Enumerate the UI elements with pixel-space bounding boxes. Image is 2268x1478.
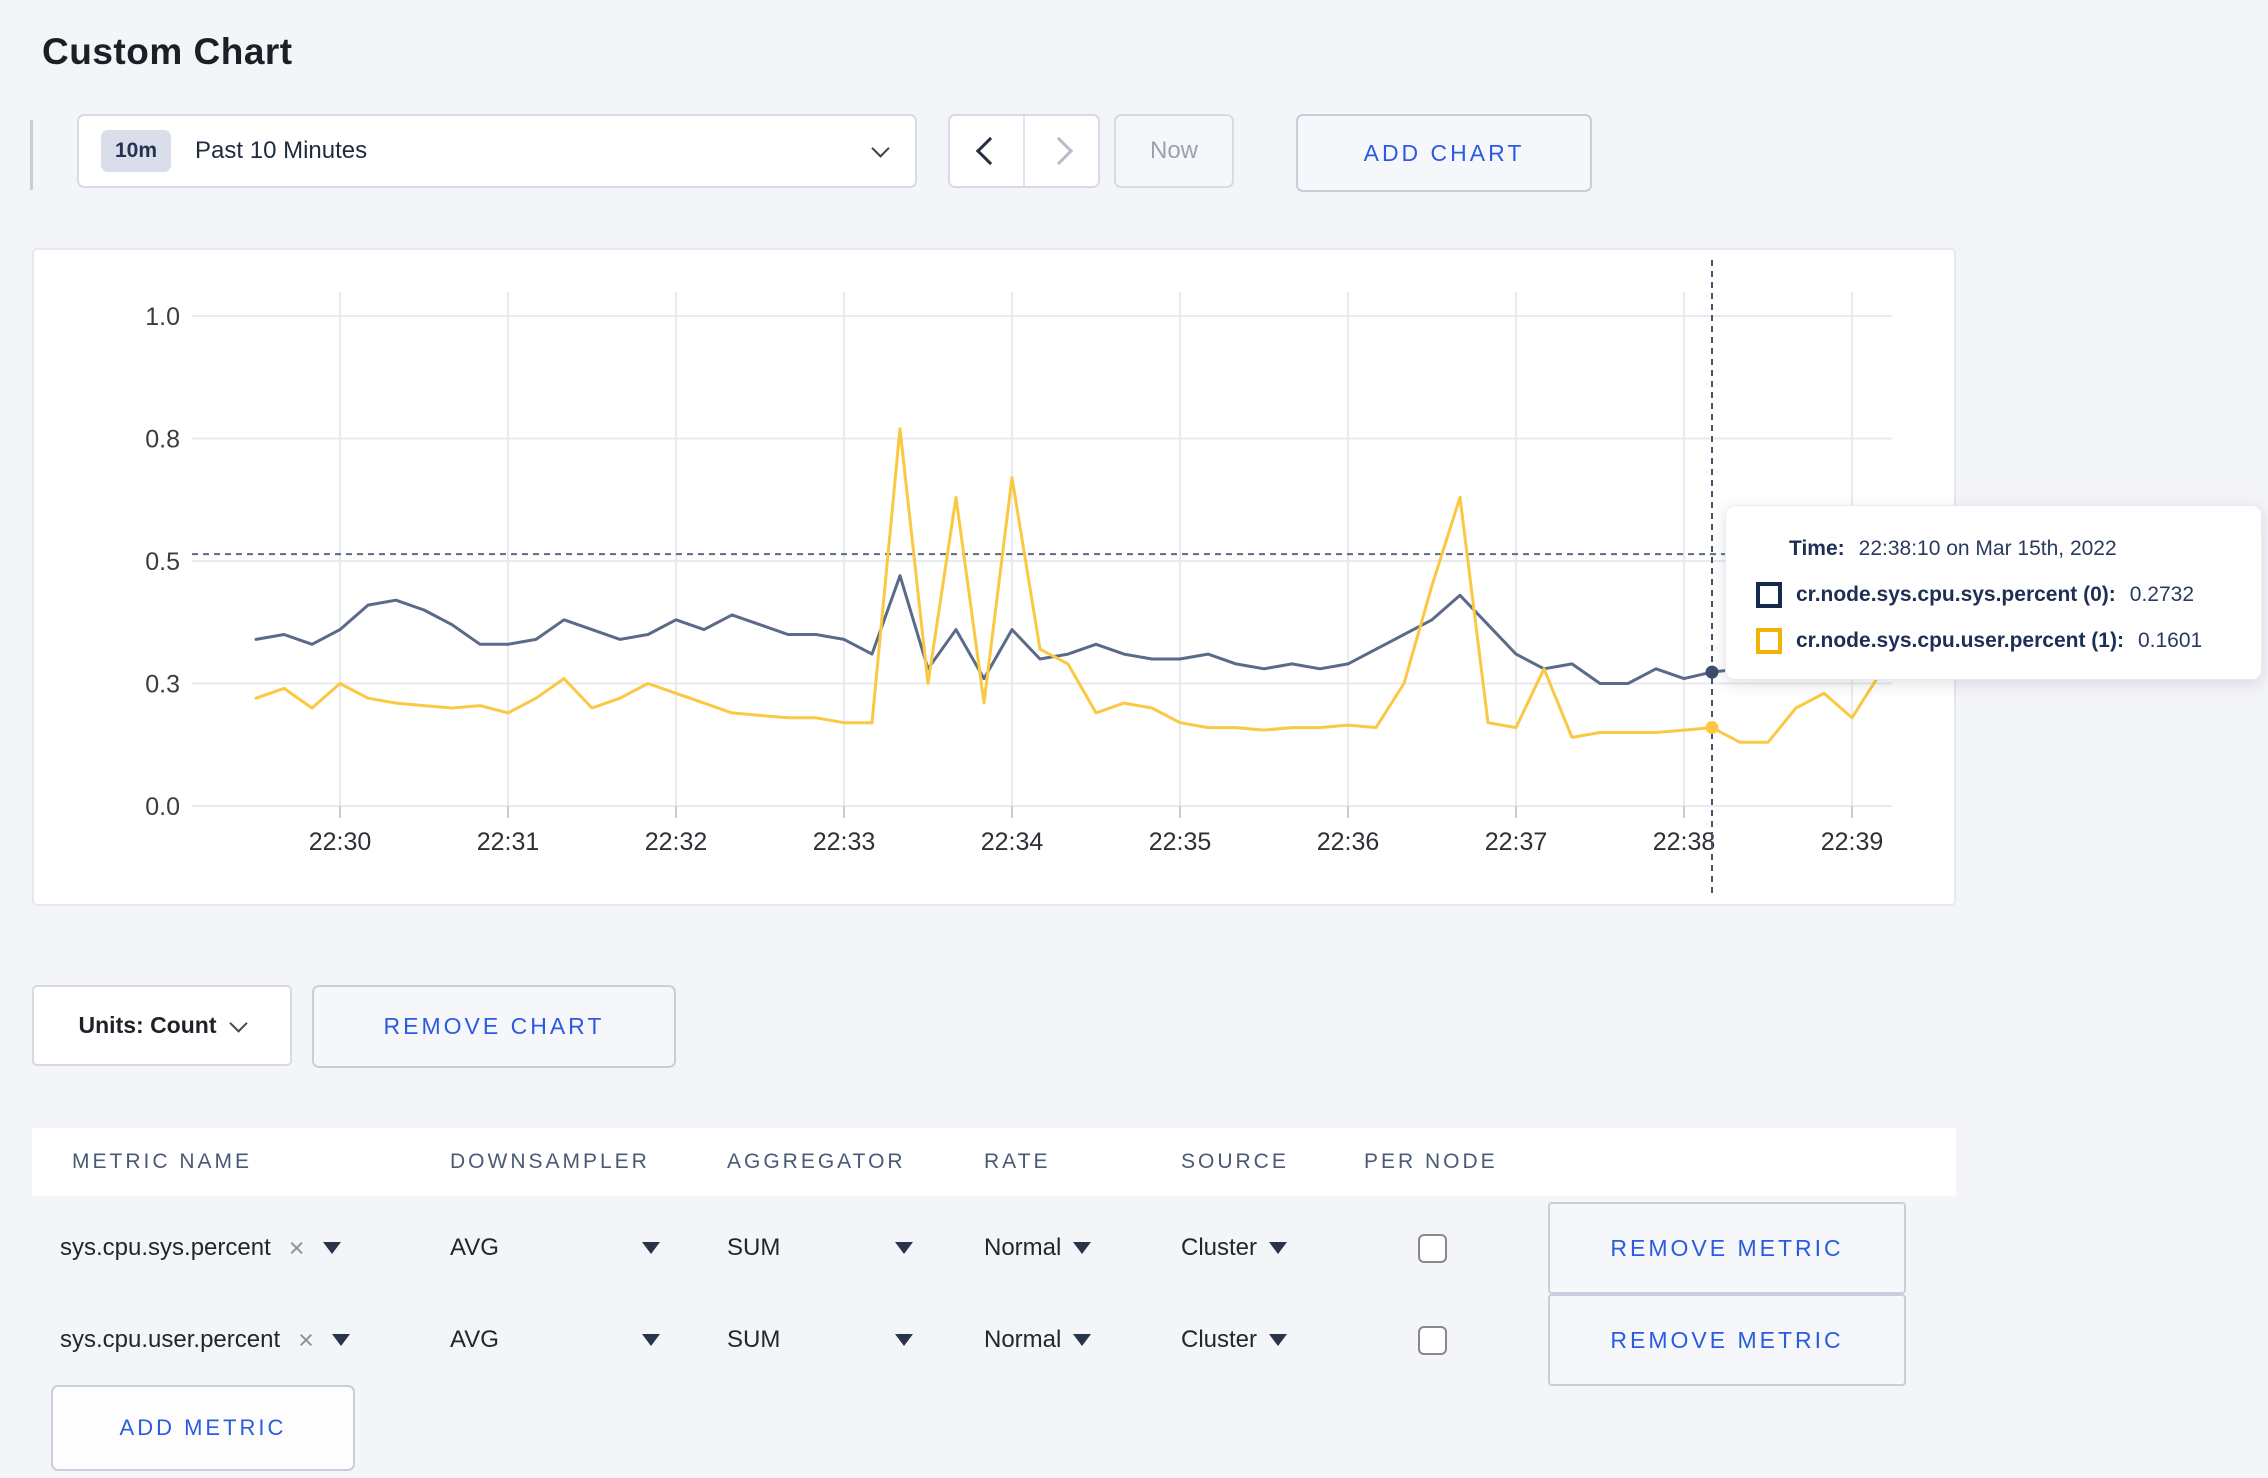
rate-select[interactable]: Normal [984, 1202, 1092, 1294]
header-rate: RATE [984, 1150, 1051, 1173]
tooltip-sys-label: cr.node.sys.cpu.sys.percent (0): [1796, 583, 2116, 606]
per-node-checkbox[interactable] [1418, 1234, 1447, 1263]
caret-down-icon [1269, 1242, 1288, 1254]
metric-name-select[interactable]: sys.cpu.sys.percent × [60, 1202, 341, 1294]
svg-text:22:39: 22:39 [1821, 828, 1884, 856]
caret-down-icon[interactable] [642, 1294, 660, 1386]
source-value: Cluster [1181, 1326, 1258, 1353]
time-scale-badge: 10m [101, 130, 172, 172]
svg-text:22:32: 22:32 [645, 828, 708, 856]
chart-tooltip: Time: 22:38:10 on Mar 15th, 2022 cr.node… [1725, 505, 2262, 680]
timeseries-chart[interactable]: 0.0 0.3 0.5 0.8 1.0 22:30 22:31 22:32 22:33 22:34… [34, 250, 1954, 904]
remove-metric-button[interactable]: REMOVE METRIC [1548, 1202, 1906, 1294]
source-select[interactable]: Cluster [1181, 1202, 1288, 1294]
aggregator-select[interactable]: SUM [727, 1326, 781, 1353]
svg-text:22:37: 22:37 [1485, 828, 1548, 856]
svg-text:22:33: 22:33 [813, 828, 876, 856]
remove-metric-button[interactable]: REMOVE METRIC [1548, 1294, 1906, 1386]
header-downsampler: DOWNSAMPLER [450, 1150, 650, 1173]
metric-name-value: sys.cpu.sys.percent [60, 1234, 271, 1261]
downsampler-select[interactable]: AVG [450, 1326, 499, 1353]
header-source: SOURCE [1181, 1150, 1289, 1173]
svg-text:22:38: 22:38 [1653, 828, 1716, 856]
metric-name-select[interactable]: sys.cpu.user.percent × [60, 1294, 350, 1386]
svg-text:22:34: 22:34 [981, 828, 1044, 856]
remove-chart-button[interactable]: REMOVE CHART [312, 985, 676, 1068]
time-range-select[interactable]: 10m Past 10 Minutes [77, 114, 917, 188]
source-select[interactable]: Cluster [1181, 1294, 1288, 1386]
per-node-checkbox[interactable] [1418, 1326, 1447, 1355]
clear-metric-icon[interactable]: × [288, 1232, 305, 1263]
add-metric-button[interactable]: ADD METRIC [51, 1385, 355, 1471]
caret-down-icon [1269, 1334, 1288, 1346]
header-per-node: PER NODE [1364, 1150, 1498, 1173]
metric-row: sys.cpu.user.percent × AVG SUM Normal Cl… [32, 1294, 1956, 1386]
tooltip-user-label: cr.node.sys.cpu.user.percent (1): [1796, 629, 2124, 652]
caret-down-icon [322, 1242, 341, 1254]
prev-time-button[interactable] [950, 116, 1023, 186]
svg-text:22:36: 22:36 [1317, 828, 1380, 856]
caret-down-icon [331, 1334, 350, 1346]
chart-card[interactable]: 0.0 0.3 0.5 0.8 1.0 22:30 22:31 22:32 22:33 22:34… [32, 248, 1956, 906]
caret-down-icon[interactable] [895, 1294, 913, 1386]
metrics-table-header: METRIC NAME DOWNSAMPLER AGGREGATOR RATE … [32, 1128, 1956, 1196]
metric-name-value: sys.cpu.user.percent [60, 1326, 281, 1353]
now-button[interactable]: Now [1114, 114, 1234, 188]
tooltip-sys-value: 0.2732 [2129, 583, 2195, 606]
sys-series-swatch-icon [1756, 582, 1782, 608]
tooltip-user-value: 0.1601 [2137, 629, 2203, 652]
user-series-swatch-icon [1756, 628, 1782, 654]
chevron-down-icon [229, 1013, 249, 1033]
metric-row: sys.cpu.sys.percent × AVG SUM Normal Clu… [32, 1202, 1956, 1294]
toolbar-divider [30, 120, 33, 190]
svg-text:1.0: 1.0 [145, 303, 180, 331]
svg-text:22:35: 22:35 [1149, 828, 1212, 856]
add-chart-button[interactable]: ADD CHART [1296, 114, 1592, 192]
caret-down-icon [1073, 1334, 1092, 1346]
units-select[interactable]: Units: Count [32, 985, 292, 1066]
next-time-button[interactable] [1023, 116, 1098, 186]
svg-text:0.0: 0.0 [145, 793, 180, 821]
page-title: Custom Chart [42, 30, 293, 72]
caret-down-icon [1073, 1242, 1092, 1254]
rate-value: Normal [984, 1234, 1062, 1261]
header-aggregator: AGGREGATOR [727, 1150, 906, 1173]
caret-down-icon[interactable] [895, 1202, 913, 1294]
chevron-down-icon [871, 139, 890, 158]
caret-down-icon[interactable] [642, 1202, 660, 1294]
rate-value: Normal [984, 1326, 1062, 1353]
rate-select[interactable]: Normal [984, 1294, 1092, 1386]
downsampler-select[interactable]: AVG [450, 1234, 499, 1261]
time-nav-group [948, 114, 1100, 188]
units-label: Units: Count [78, 1012, 217, 1038]
source-value: Cluster [1181, 1234, 1258, 1261]
chevron-left-icon [975, 136, 1004, 166]
tooltip-time-label: Time: [1789, 537, 1845, 560]
aggregator-select[interactable]: SUM [727, 1234, 781, 1261]
chevron-right-icon [1044, 136, 1073, 166]
svg-text:22:30: 22:30 [309, 828, 372, 856]
time-range-label: Past 10 Minutes [195, 137, 368, 164]
svg-text:0.8: 0.8 [145, 426, 180, 454]
clear-metric-icon[interactable]: × [298, 1324, 314, 1355]
tooltip-time-value: 22:38:10 on Mar 15th, 2022 [1858, 537, 2117, 560]
header-metric-name: METRIC NAME [72, 1150, 252, 1173]
svg-text:0.3: 0.3 [145, 671, 180, 699]
svg-text:0.5: 0.5 [145, 548, 180, 576]
svg-text:22:31: 22:31 [477, 828, 540, 856]
